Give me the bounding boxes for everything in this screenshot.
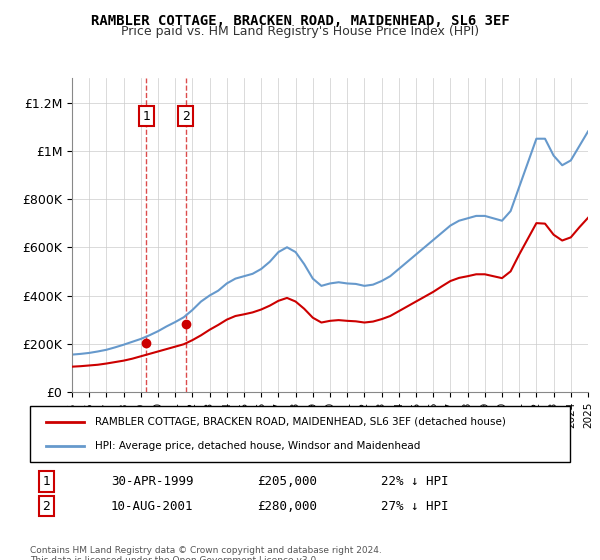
Text: Price paid vs. HM Land Registry's House Price Index (HPI): Price paid vs. HM Land Registry's House …	[121, 25, 479, 38]
Text: HPI: Average price, detached house, Windsor and Maidenhead: HPI: Average price, detached house, Wind…	[95, 441, 420, 451]
Text: 1: 1	[143, 110, 151, 123]
Text: 2: 2	[182, 110, 190, 123]
Text: RAMBLER COTTAGE, BRACKEN ROAD, MAIDENHEAD, SL6 3EF (detached house): RAMBLER COTTAGE, BRACKEN ROAD, MAIDENHEA…	[95, 417, 506, 427]
Text: 30-APR-1999: 30-APR-1999	[111, 475, 193, 488]
Text: 27% ↓ HPI: 27% ↓ HPI	[381, 500, 449, 512]
Text: 22% ↓ HPI: 22% ↓ HPI	[381, 475, 449, 488]
FancyBboxPatch shape	[30, 406, 570, 462]
Text: 2: 2	[42, 500, 50, 512]
Text: £205,000: £205,000	[257, 475, 317, 488]
Text: £280,000: £280,000	[257, 500, 317, 512]
Text: Contains HM Land Registry data © Crown copyright and database right 2024.
This d: Contains HM Land Registry data © Crown c…	[30, 546, 382, 560]
Text: RAMBLER COTTAGE, BRACKEN ROAD, MAIDENHEAD, SL6 3EF: RAMBLER COTTAGE, BRACKEN ROAD, MAIDENHEA…	[91, 14, 509, 28]
Text: 10-AUG-2001: 10-AUG-2001	[111, 500, 193, 512]
Text: 1: 1	[42, 475, 50, 488]
